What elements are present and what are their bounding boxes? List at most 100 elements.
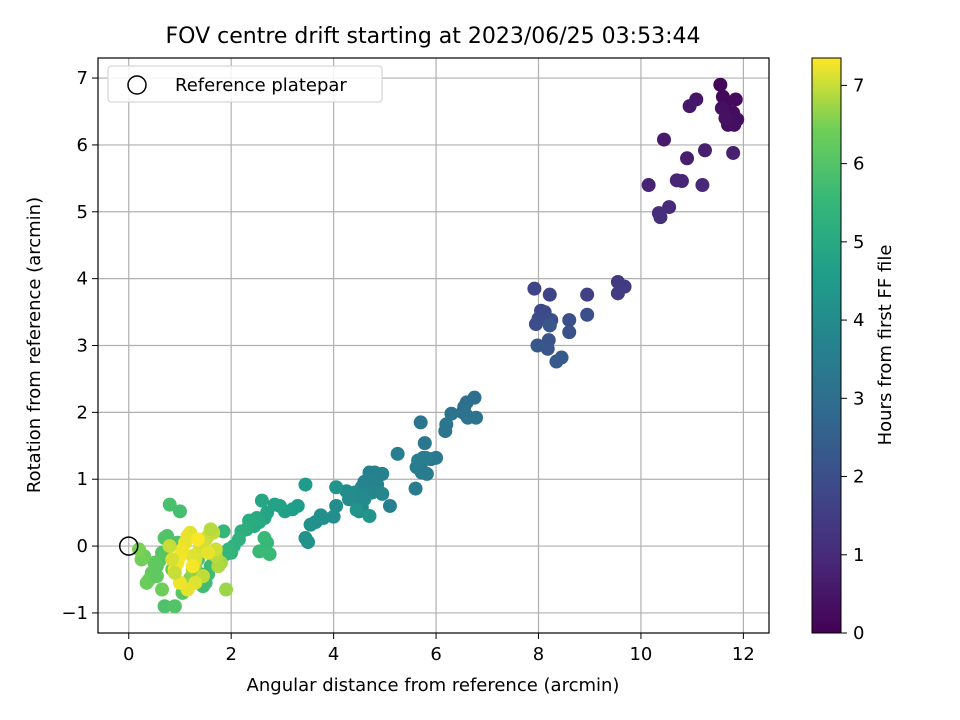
y-axis-label: Rotation from reference (arcmin) <box>24 197 45 493</box>
data-point <box>562 313 577 328</box>
x-tick-label: 8 <box>533 644 544 665</box>
data-point <box>418 450 433 465</box>
data-point <box>580 307 595 322</box>
data-point <box>303 517 318 532</box>
colorbar-gradient <box>811 57 842 634</box>
data-point <box>530 338 545 353</box>
x-tick-label: 2 <box>225 644 236 665</box>
data-point <box>713 77 728 92</box>
y-tick-label: 3 <box>77 336 88 357</box>
data-point <box>542 318 557 333</box>
data-point <box>185 549 200 564</box>
data-point <box>419 466 434 481</box>
legend-label: Reference platepar <box>175 75 347 96</box>
data-point <box>172 504 187 519</box>
legend-box <box>107 65 383 103</box>
x-axis-ticks: 0 2 4 6 8 10 12 <box>123 633 755 665</box>
data-point <box>641 178 656 193</box>
data-point <box>695 178 710 193</box>
data-point <box>718 111 733 126</box>
colorbar: 0 1 2 3 4 5 6 7 Hours from first FF file <box>811 57 896 644</box>
legend-marker <box>127 75 147 95</box>
data-point <box>162 539 177 554</box>
data-point <box>438 424 453 439</box>
y-tick-label: 7 <box>77 68 88 89</box>
data-point <box>417 436 432 451</box>
data-point <box>139 575 154 590</box>
data-point <box>329 498 344 513</box>
y-tick-label: 5 <box>77 202 88 223</box>
x-tick-label: 4 <box>328 644 339 665</box>
colorbar-tick-label: 6 <box>853 154 864 175</box>
data-point <box>444 406 459 421</box>
data-point <box>730 112 745 127</box>
data-point <box>469 410 484 425</box>
y-tick-label: −1 <box>61 603 88 624</box>
data-point <box>185 559 200 574</box>
colorbar-ticks: 0 1 2 3 4 5 6 7 <box>841 75 864 644</box>
y-tick-label: 0 <box>77 536 88 557</box>
colorbar-label: Hours from first FF file <box>875 245 896 446</box>
data-point <box>301 535 316 550</box>
data-point <box>131 542 146 557</box>
colorbar-tick-label: 2 <box>853 467 864 488</box>
data-point <box>262 547 277 562</box>
colorbar-tick-label: 1 <box>853 545 864 566</box>
data-point <box>390 446 405 461</box>
colorbar-tick-label: 3 <box>853 388 864 409</box>
data-point <box>554 350 569 365</box>
data-point <box>167 565 182 580</box>
data-point <box>349 502 364 517</box>
data-point <box>203 522 218 537</box>
data-point <box>680 151 695 166</box>
data-point <box>190 532 205 547</box>
y-tick-label: 4 <box>77 269 88 290</box>
y-tick-label: 2 <box>77 402 88 423</box>
data-point <box>542 287 557 302</box>
data-point <box>674 174 689 189</box>
y-tick-label: 6 <box>77 135 88 156</box>
chart-title: FOV centre drift starting at 2023/06/25 … <box>166 24 701 49</box>
data-point <box>155 582 170 597</box>
data-point <box>326 509 341 524</box>
y-axis-ticks: −1 0 1 2 3 4 5 6 7 <box>61 68 98 624</box>
colorbar-tick-label: 5 <box>853 232 864 253</box>
data-point <box>429 450 444 465</box>
data-point <box>610 286 625 301</box>
x-tick-label: 12 <box>732 644 755 665</box>
data-point <box>656 132 671 147</box>
data-point <box>201 545 216 560</box>
data-point <box>149 569 164 584</box>
data-point <box>257 531 272 546</box>
data-point <box>408 481 423 496</box>
reference-platepar-marker <box>118 536 139 556</box>
data-point <box>362 508 377 523</box>
x-tick-label: 6 <box>430 644 441 665</box>
data-point <box>219 582 234 597</box>
x-tick-label: 0 <box>123 644 134 665</box>
data-point <box>165 552 180 567</box>
scatter-points <box>131 77 745 614</box>
x-axis-label: Angular distance from reference (arcmin) <box>247 675 620 696</box>
data-point <box>728 92 743 107</box>
data-point <box>527 281 542 296</box>
data-point <box>653 210 668 225</box>
data-point <box>528 317 543 332</box>
x-tick-label: 10 <box>629 644 652 665</box>
data-point <box>298 477 313 492</box>
colorbar-tick-label: 7 <box>853 75 864 96</box>
data-point <box>375 486 390 501</box>
colorbar-tick-label: 0 <box>853 623 864 644</box>
colorbar-tick-label: 4 <box>853 310 864 331</box>
data-point <box>562 325 577 340</box>
data-point <box>157 599 172 614</box>
data-point <box>726 145 741 160</box>
data-point <box>382 498 397 513</box>
data-point <box>167 599 182 614</box>
data-point <box>682 99 697 114</box>
data-point <box>254 493 269 508</box>
y-tick-label: 1 <box>77 469 88 490</box>
data-point <box>357 492 372 507</box>
data-point <box>216 524 231 539</box>
